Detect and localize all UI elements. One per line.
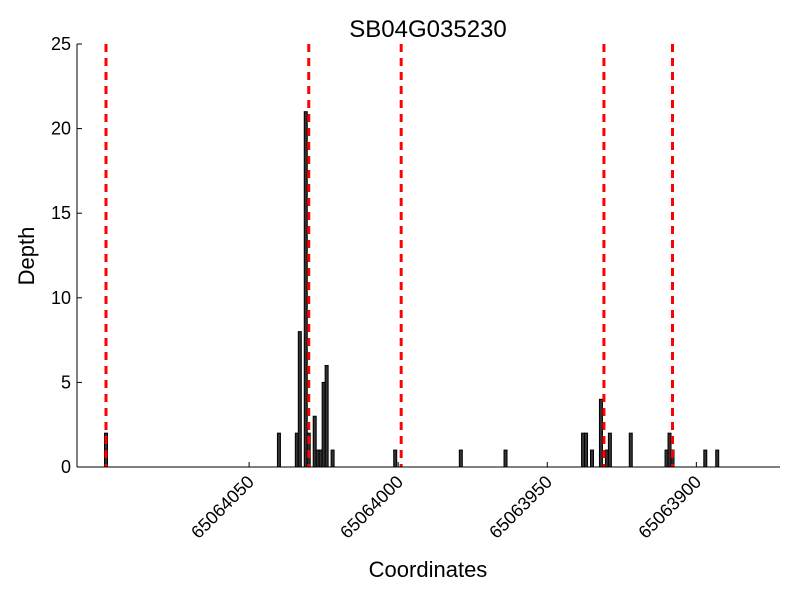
y-tick-label-3: 15: [51, 203, 71, 223]
x-tick-label-1: 65064000: [336, 472, 407, 543]
depth-bar-3: [297, 331, 302, 468]
x-axis-label: Coordinates: [369, 557, 488, 582]
y-axis-label: Depth: [14, 227, 39, 286]
y-tick-label-5: 25: [51, 34, 71, 54]
y-tick-label-0: 0: [61, 457, 71, 477]
depth-bar-12: [393, 449, 398, 468]
y-tick-label-2: 10: [51, 288, 71, 308]
depth-bar-1: [276, 432, 281, 468]
depth-bar-14: [503, 449, 508, 468]
y-tick-label-1: 5: [61, 372, 71, 392]
depth-bar-10: [324, 364, 329, 468]
x-tick-label-0: 65064050: [187, 472, 258, 543]
depth-bar-25: [703, 449, 708, 468]
depth-bar-13: [458, 449, 463, 468]
x-tick-label-2: 65063950: [485, 472, 556, 543]
depth-bar-21: [628, 432, 633, 468]
depth-bar-11: [330, 449, 335, 468]
y-tick-label-4: 20: [51, 119, 71, 139]
x-tick-label-3: 65063900: [634, 472, 705, 543]
plot-area: 0 5 10 15 20 25 65064050 65064000 65063950 650639…: [51, 34, 780, 542]
depth-bar-18: [598, 398, 603, 468]
depth-bar-16: [584, 432, 589, 468]
depth-bar-20: [607, 432, 612, 468]
depth-bar-17: [590, 449, 594, 468]
depth-bar-26: [715, 449, 720, 468]
chart-title: SB04G035230: [349, 16, 506, 43]
depth-bar-4: [303, 111, 308, 468]
